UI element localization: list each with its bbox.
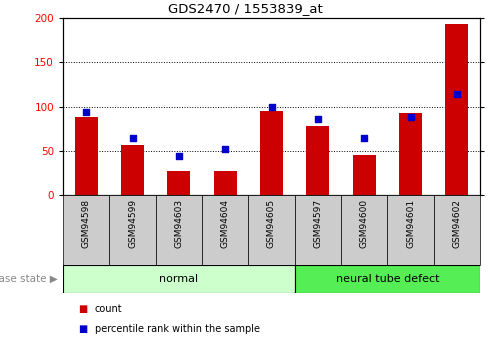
Text: GSM94598: GSM94598	[82, 198, 91, 248]
Bar	[294, 265, 480, 293]
Point	[360, 136, 368, 141]
Text: ■: ■	[78, 304, 87, 314]
Text: GSM94600: GSM94600	[360, 198, 368, 248]
Bar	[399, 113, 422, 195]
Bar	[387, 195, 434, 265]
Text: GSM94601: GSM94601	[406, 198, 415, 248]
Bar	[74, 117, 98, 195]
Text: GSM94602: GSM94602	[452, 198, 461, 247]
Bar	[109, 195, 156, 265]
Point	[453, 91, 461, 97]
Bar	[214, 171, 237, 195]
Text: neural tube defect: neural tube defect	[336, 274, 439, 284]
Bar	[167, 171, 191, 195]
Text: count: count	[95, 304, 122, 314]
Text: GSM94599: GSM94599	[128, 198, 137, 248]
Text: disease state ▶: disease state ▶	[0, 274, 58, 284]
Bar	[156, 195, 202, 265]
Bar	[260, 111, 283, 195]
Text: normal: normal	[159, 274, 198, 284]
Bar	[248, 195, 294, 265]
Text: GSM94597: GSM94597	[313, 198, 322, 248]
Point	[314, 116, 322, 122]
Bar	[202, 195, 248, 265]
Point	[82, 109, 90, 115]
Bar	[445, 24, 468, 195]
Point	[128, 136, 136, 141]
Bar	[294, 195, 341, 265]
Text: GSM94603: GSM94603	[174, 198, 183, 248]
Text: percentile rank within the sample: percentile rank within the sample	[95, 324, 260, 334]
Bar	[121, 145, 144, 195]
Bar	[353, 155, 376, 195]
Text: ■: ■	[78, 324, 87, 334]
Point	[407, 114, 415, 120]
Text: GSM94605: GSM94605	[267, 198, 276, 248]
Text: GDS2470 / 1553839_at: GDS2470 / 1553839_at	[168, 2, 322, 16]
Text: GSM94604: GSM94604	[220, 198, 230, 247]
Bar	[434, 195, 480, 265]
Bar	[306, 126, 329, 195]
Point	[175, 153, 183, 159]
Point	[221, 146, 229, 152]
Bar	[341, 195, 387, 265]
Bar	[63, 195, 109, 265]
Point	[268, 104, 275, 109]
Bar	[63, 265, 294, 293]
